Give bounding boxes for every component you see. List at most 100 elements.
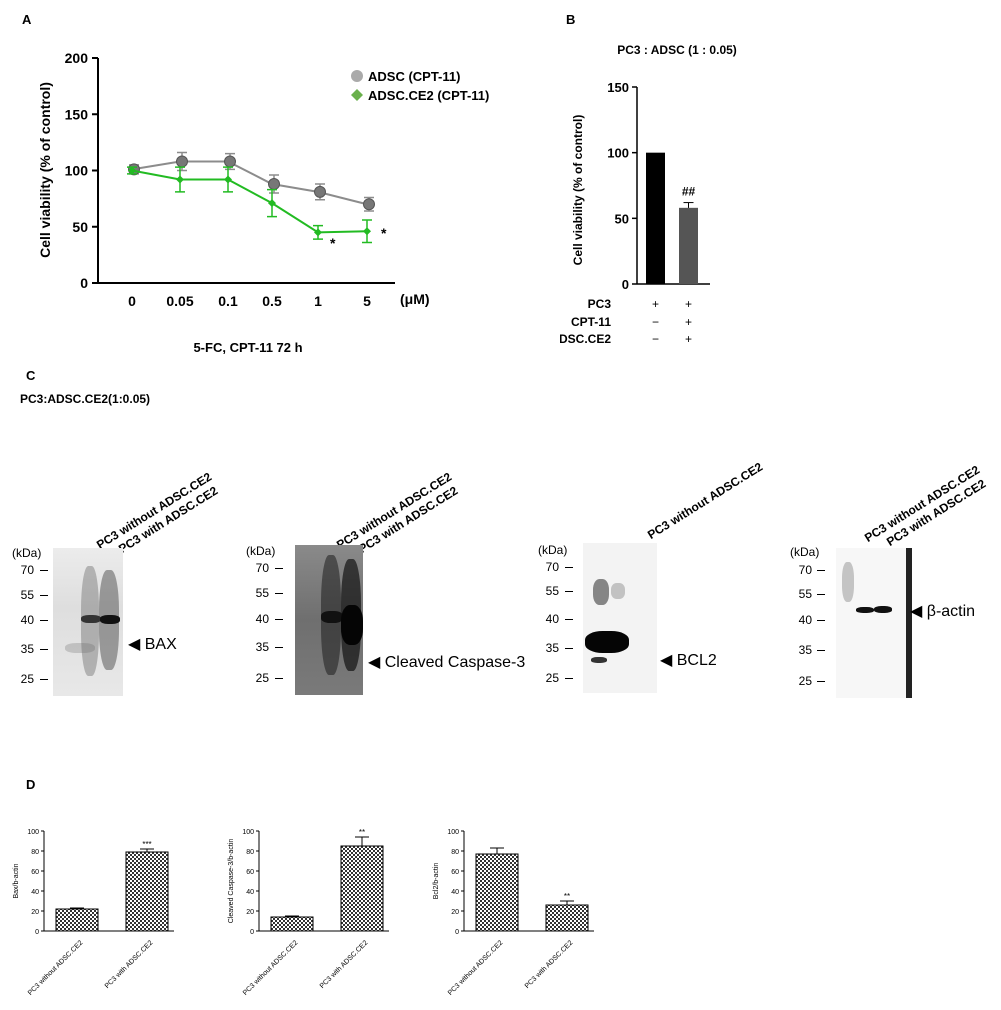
y-tick-label: 80 (31, 849, 39, 856)
data-point (128, 166, 136, 175)
y-tick-label: 60 (451, 869, 459, 876)
condition-mark: + (685, 297, 692, 311)
x-tick-label: 0.5 (262, 293, 282, 309)
significance-marker: ## (682, 185, 696, 199)
bar (475, 853, 519, 932)
chart-b-viability-bar: PC3 : ADSC (1 : 0.05) 0 50 100 150 Cell viabi… (560, 43, 737, 346)
mw-marker: 40 (798, 613, 812, 627)
bar (55, 908, 99, 932)
mw-marker: 70 (20, 563, 34, 577)
y-tick-label: 20 (31, 909, 39, 916)
lane-label-without: PC3 without ADSC.CE2 (334, 469, 455, 552)
mw-marker: 40 (545, 612, 559, 626)
data-point (268, 199, 276, 208)
kda-label: (kDa) (12, 546, 42, 560)
mw-marker: 35 (545, 641, 559, 655)
mw-marker: 40 (20, 613, 34, 627)
chart-title: PC3 : ADSC (1 : 0.05) (617, 43, 737, 57)
data-point (224, 155, 236, 168)
x-tick-label: 1 (314, 293, 322, 309)
mw-marker: 25 (20, 672, 34, 686)
blot-bax (53, 548, 123, 696)
y-axis-label: Bax/b-actin (13, 863, 20, 898)
y-tick-label: 0 (250, 929, 254, 936)
y-tick-label: 100 (65, 163, 89, 179)
blot-bcl2-label: ◀ BCL2 (660, 652, 717, 669)
condition-label: ADSC.CE2 (560, 332, 611, 346)
legend-marker (351, 70, 363, 82)
data-point (268, 178, 280, 190)
bar (125, 851, 169, 932)
x-unit-label: (μM) (400, 291, 430, 307)
x-tick-label: 0 (128, 293, 136, 309)
mw-marker: 35 (20, 642, 34, 656)
significance-marker: * (330, 235, 336, 251)
y-tick-label: 40 (31, 889, 39, 896)
kda-label: (kDa) (246, 544, 276, 558)
data-point (363, 227, 371, 236)
blot-actin-label: ◀ β-actin (910, 603, 976, 620)
legend-label: ADSC (CPT-11) (368, 69, 460, 84)
y-tick-label: 0 (80, 275, 88, 291)
lane-label-without: PC3 without ADSC.CE2 (645, 459, 766, 542)
mw-marker: 25 (798, 674, 812, 688)
kda-label: (kDa) (538, 543, 568, 557)
lane-label-without: PC3 without ADSC.CE2 (94, 469, 215, 552)
condition-mark: + (685, 332, 692, 346)
x-tick-label: 5 (363, 293, 371, 309)
y-tick-label: 40 (451, 889, 459, 896)
mw-marker: 70 (255, 561, 269, 575)
y-tick-label: 80 (451, 849, 459, 856)
legend-marker (351, 89, 363, 101)
blot-casp-label: ◀ Cleaved Caspase-3 (368, 654, 526, 671)
y-tick-label: 100 (27, 829, 39, 836)
mw-marker: 70 (798, 563, 812, 577)
bar (270, 916, 314, 932)
y-axis-label: Bcl2/b-actin (433, 863, 440, 900)
panel-label-c: C (26, 368, 36, 383)
condition-mark: − (652, 315, 659, 329)
chart-d-bax-ratio: 0 20 40 60 80 100 Bax/b-actin PC3 without ADSC.… (13, 829, 174, 997)
panel-label-b: B (566, 12, 576, 27)
bar (545, 904, 589, 932)
y-tick-label: 150 (607, 80, 629, 95)
series-line (131, 169, 368, 234)
x-tick-label: 0.1 (218, 293, 238, 309)
y-tick-label: 50 (615, 211, 629, 226)
chart-a-viability-line: 0 50 100 150 200 0 0.05 0.1 0.5 1 5 (μM) 5-FC, CPT-1… (37, 50, 489, 355)
significance-marker: ** (564, 892, 570, 901)
chart-d-bcl2-ratio: 0 20 40 60 80 100 Bcl2/b-actin PC3 without ADSC… (433, 829, 594, 997)
kda-label: (kDa) (790, 545, 820, 559)
condition-label: CPT-11 (571, 315, 611, 329)
blot-bcl2 (583, 543, 657, 693)
mw-marker: 40 (255, 612, 269, 626)
condition-label: PC3 (588, 297, 612, 311)
condition-mark: + (685, 315, 692, 329)
x-tick-label: PC3 without ADSC.CE2 (242, 939, 300, 997)
y-tick-label: 100 (447, 829, 459, 836)
significance-marker: * (381, 225, 387, 241)
y-tick-label: 60 (31, 869, 39, 876)
x-tick-label: PC3 without ADSC.CE2 (447, 939, 505, 997)
data-point (314, 228, 322, 237)
y-tick-label: 0 (35, 929, 39, 936)
data-point (176, 175, 184, 184)
blot-bax-label: ◀ BAX (128, 636, 177, 653)
x-tick-label: 0.05 (166, 293, 193, 309)
condition-mark: + (652, 297, 659, 311)
y-tick-label: 100 (242, 829, 254, 836)
significance-marker: ** (359, 828, 365, 837)
panel-label-a: A (22, 12, 32, 27)
mw-marker: 55 (255, 586, 269, 600)
y-tick-label: 150 (65, 106, 89, 122)
y-axis-label: Cleaved Caspase-3/b-actin (228, 839, 235, 924)
data-point (224, 175, 232, 184)
mw-marker: 35 (798, 643, 812, 657)
x-tick-label: PC3 with ADSC.CE2 (524, 939, 575, 990)
y-tick-label: 0 (455, 929, 459, 936)
mw-marker: 70 (545, 560, 559, 574)
mw-marker: 25 (545, 671, 559, 685)
x-axis-label: 5-FC, CPT-11 72 h (193, 340, 302, 355)
chart-d-caspase-ratio: 0 20 40 60 80 100 Cleaved Caspase-3/b-actin PC3… (228, 828, 389, 997)
x-tick-label: PC3 with ADSC.CE2 (104, 939, 155, 990)
